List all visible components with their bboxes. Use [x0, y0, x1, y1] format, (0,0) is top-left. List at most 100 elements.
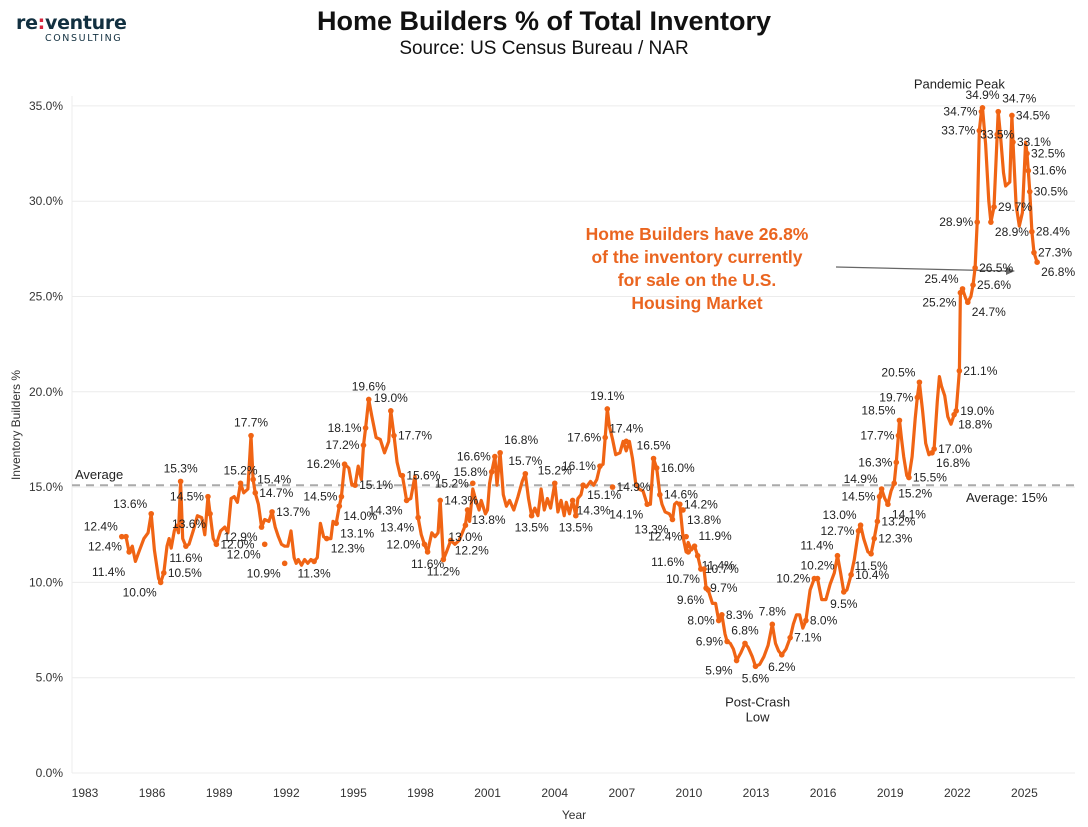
data-point-marker — [680, 507, 686, 513]
data-label: 15.3% — [164, 461, 198, 475]
data-point-marker — [597, 463, 603, 469]
data-point-marker — [237, 480, 244, 487]
data-label: 16.5% — [637, 439, 671, 453]
data-point-marker — [891, 480, 898, 487]
data-label: 17.7% — [860, 429, 894, 443]
data-point-marker — [814, 575, 821, 582]
data-point-marker — [893, 459, 900, 466]
data-label: 7.8% — [759, 604, 787, 618]
data-point-marker — [1029, 228, 1035, 235]
data-point-marker — [123, 533, 129, 540]
data-label: 12.0% — [386, 537, 420, 551]
data-label: 13.6% — [113, 497, 147, 511]
data-label: 14.5% — [170, 490, 204, 504]
data-label: 11.2% — [427, 565, 460, 579]
data-label: 34.5% — [1016, 108, 1050, 122]
data-point-marker — [979, 105, 986, 111]
logo-wordmark: re:venture — [16, 13, 136, 33]
data-point-marker — [424, 549, 431, 555]
data-label: 6.2% — [768, 660, 796, 674]
data-point-marker — [972, 265, 978, 271]
data-label: 10.7% — [705, 562, 739, 576]
data-label: 17.7% — [398, 429, 432, 443]
data-point-marker — [848, 571, 854, 578]
data-label: 16.2% — [307, 457, 341, 471]
x-tick-label: 1986 — [139, 786, 166, 800]
data-point-marker — [929, 449, 935, 456]
data-label: 11.5% — [855, 559, 888, 573]
data-label: 13.0% — [823, 508, 857, 522]
callout-arrowhead-icon — [1006, 267, 1015, 275]
data-point-marker — [161, 570, 167, 576]
data-label: 25.2% — [922, 296, 956, 310]
data-point-marker — [1025, 167, 1032, 174]
data-label: 13.8% — [472, 513, 506, 527]
data-label: 28.9% — [939, 215, 973, 229]
data-label: 12.0% — [220, 537, 254, 551]
data-label: 14.0% — [343, 509, 377, 523]
data-point-marker — [733, 657, 740, 664]
x-tick-label: 1989 — [206, 786, 233, 800]
data-point-marker — [719, 612, 725, 618]
data-label: 14.7% — [259, 486, 293, 500]
x-tick-label: 2019 — [877, 786, 904, 800]
data-point-marker — [462, 522, 469, 529]
data-point-marker — [148, 510, 155, 517]
data-point-marker — [1031, 249, 1037, 256]
x-tick-label: 2022 — [944, 786, 971, 800]
data-label: 11.4% — [92, 565, 125, 579]
data-point-marker — [488, 469, 495, 475]
data-point-marker — [360, 442, 367, 448]
data-point-marker — [787, 634, 793, 641]
y-tick-label: 35.0% — [29, 99, 63, 113]
data-label: 26.5% — [979, 261, 1013, 275]
data-label: 17.0% — [938, 442, 972, 456]
data-point-marker — [126, 549, 132, 555]
data-label: 19.0% — [374, 391, 408, 405]
data-point-marker — [669, 516, 676, 523]
data-label: 26.8% — [1041, 265, 1075, 279]
data-point-marker — [437, 497, 444, 504]
data-point-marker — [951, 411, 957, 418]
data-point-marker — [252, 490, 259, 496]
data-label: 13.5% — [515, 521, 549, 535]
data-point-marker — [769, 621, 776, 628]
data-point-marker — [1009, 112, 1015, 119]
data-label: 10.2% — [800, 559, 834, 573]
data-point-marker — [871, 535, 878, 542]
reventure-logo: re:venture CONSULTING — [16, 13, 136, 45]
data-label: 5.9% — [705, 664, 733, 678]
data-point-marker — [701, 566, 707, 572]
annotation-text: Post-Crash — [725, 694, 790, 709]
data-label: 8.0% — [810, 614, 838, 628]
data-point-marker — [311, 558, 317, 565]
data-label: 28.4% — [1036, 225, 1070, 239]
data-label: 17.7% — [234, 416, 268, 430]
data-label: 16.0% — [661, 461, 695, 475]
data-label: 10.7% — [666, 572, 700, 586]
data-point-marker — [415, 514, 421, 521]
data-label: 13.8% — [687, 513, 721, 527]
data-label: 33.5% — [980, 127, 1014, 141]
data-point-marker — [885, 501, 891, 508]
data-label: 34.7% — [943, 105, 977, 119]
data-label: 17.2% — [325, 438, 359, 452]
data-label: 21.1% — [963, 364, 997, 378]
data-point-marker — [281, 560, 288, 567]
series-line-group — [120, 106, 1039, 668]
data-point-marker — [878, 486, 885, 492]
x-tick-label: 2001 — [474, 786, 501, 800]
data-point-marker — [447, 537, 454, 544]
logo-word-left: re — [16, 12, 38, 34]
data-point-marker — [338, 493, 345, 500]
data-label: 12.3% — [331, 542, 365, 556]
data-label: 13.4% — [380, 521, 414, 535]
data-label: 6.8% — [731, 623, 759, 637]
data-label: 11.9% — [699, 529, 732, 543]
x-tick-label: 2013 — [743, 786, 770, 800]
data-label: 25.6% — [977, 278, 1011, 292]
data-label: 15.2% — [224, 463, 258, 477]
data-label: 17.4% — [609, 421, 643, 435]
data-point-marker — [623, 438, 630, 445]
data-label: 13.3% — [634, 523, 668, 537]
